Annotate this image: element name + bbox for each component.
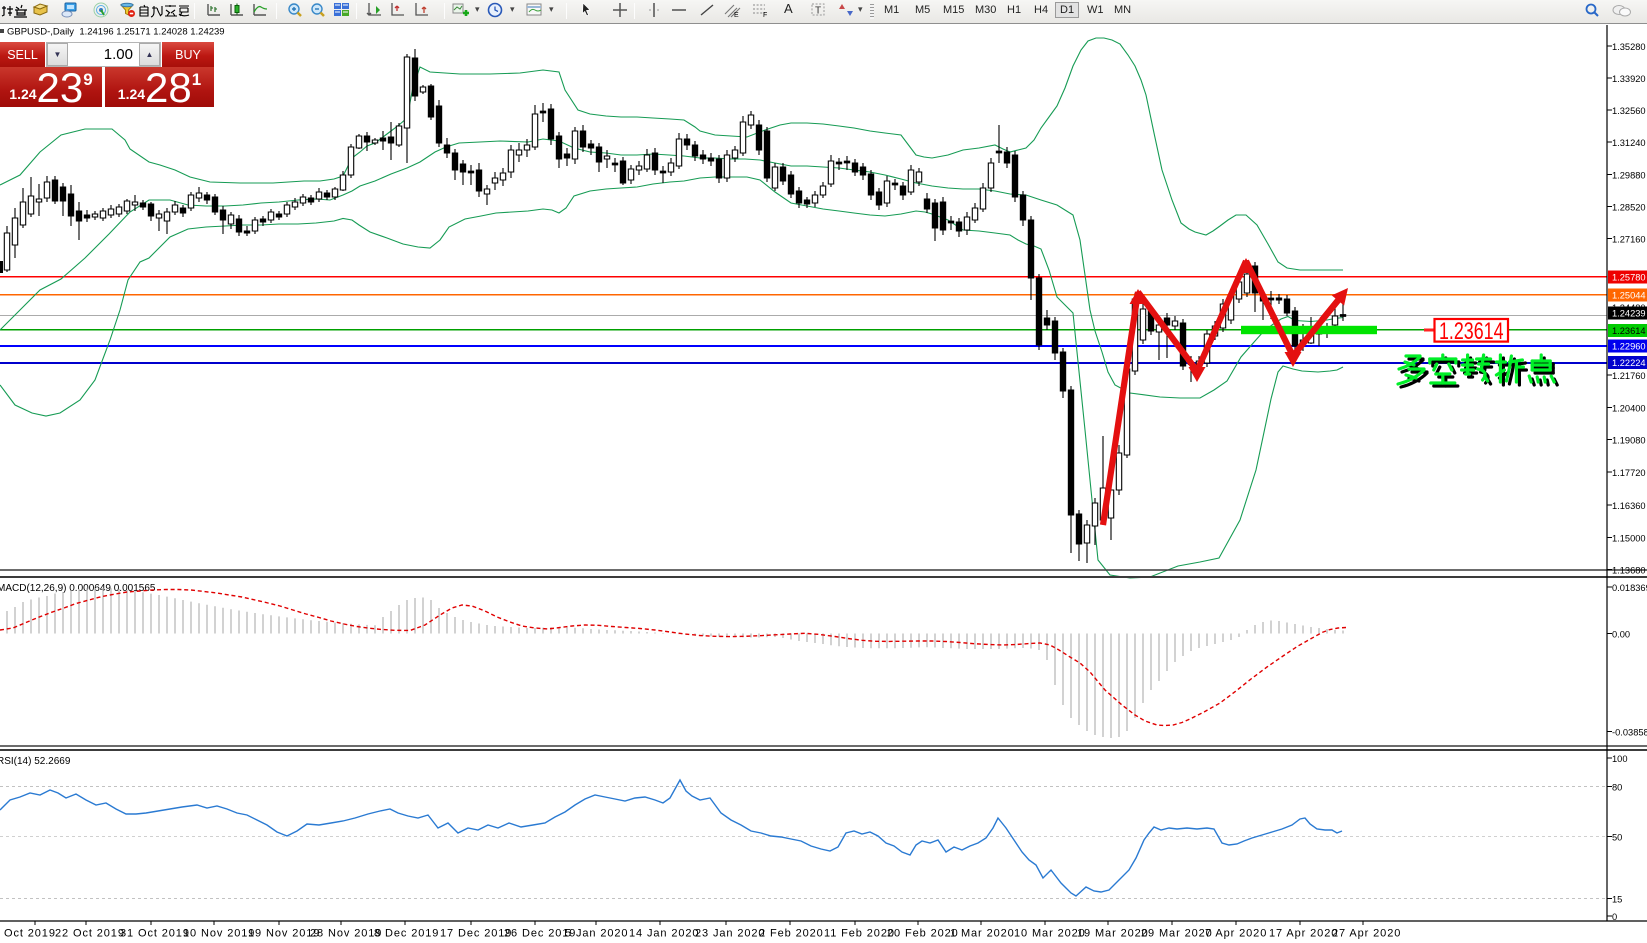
svg-text:26 Dec 2019: 26 Dec 2019 [504,928,576,940]
svg-text:F: F [763,12,767,18]
svg-text:19 Mar 2020: 19 Mar 2020 [1077,928,1149,940]
svg-text:1.20400: 1.20400 [1612,404,1646,414]
svg-text:0: 0 [1612,912,1617,922]
svg-text:1.21760: 1.21760 [1612,371,1646,381]
svg-text:23 Jan 2020: 23 Jan 2020 [695,928,765,940]
svg-text:8 Dec 2019: 8 Dec 2019 [374,928,439,940]
svg-text:100: 100 [1612,754,1628,764]
svg-text:1.27160: 1.27160 [1612,235,1646,245]
svg-text:1.15000: 1.15000 [1612,534,1646,544]
svg-text:1.25780: 1.25780 [1612,273,1646,283]
svg-text:1 Mar 2020: 1 Mar 2020 [950,928,1015,940]
svg-text:15: 15 [1612,895,1622,905]
svg-text:14 Jan 2020: 14 Jan 2020 [629,928,699,940]
svg-text:-0.038585: -0.038585 [1612,728,1647,738]
svg-text:10 Mar 2020: 10 Mar 2020 [1014,928,1086,940]
svg-text:1.25044: 1.25044 [1612,291,1646,301]
svg-text:GBPUSD-,Daily 1.24196 1.25171: GBPUSD-,Daily 1.24196 1.25171 1.24028 1.… [7,27,225,38]
svg-text:17 Dec 2019: 17 Dec 2019 [440,928,512,940]
svg-text:1.24239: 1.24239 [1612,309,1646,319]
svg-text:Oct 2019: Oct 2019 [4,928,56,940]
svg-text:1.29880: 1.29880 [1612,171,1646,181]
svg-text:5 Jan 2020: 5 Jan 2020 [565,928,628,940]
svg-text:1.33920: 1.33920 [1612,74,1646,84]
svg-text:27 Apr 2020: 27 Apr 2020 [1332,928,1401,940]
svg-text:22 Oct 2019: 22 Oct 2019 [55,928,125,940]
svg-text:1.22224: 1.22224 [1612,358,1646,368]
svg-text:17 Apr 2020: 17 Apr 2020 [1269,928,1338,940]
svg-text:20 Feb 2020: 20 Feb 2020 [887,928,959,940]
svg-text:T: T [815,6,821,17]
svg-text:1.32560: 1.32560 [1612,106,1646,116]
svg-text:11 Feb 2020: 11 Feb 2020 [824,928,895,940]
svg-text:19 Nov 2019: 19 Nov 2019 [248,928,320,940]
svg-text:7 Apr 2020: 7 Apr 2020 [1205,928,1267,940]
svg-text:1.22960: 1.22960 [1612,342,1646,352]
svg-text:50: 50 [1612,833,1622,843]
svg-text:1.28520: 1.28520 [1612,203,1646,213]
svg-text:1.23614: 1.23614 [1439,318,1504,345]
svg-text:RSI(14) 52.2669: RSI(14) 52.2669 [0,756,71,767]
svg-text:2 Feb 2020: 2 Feb 2020 [759,928,824,940]
svg-text:MACD(12,26,9) 0.000649 0.00156: MACD(12,26,9) 0.000649 0.001565 [0,583,156,594]
svg-text:1.31240: 1.31240 [1612,138,1646,148]
svg-text:1.23614: 1.23614 [1612,326,1646,336]
svg-text:E: E [734,12,739,18]
svg-text:31 Oct 2019: 31 Oct 2019 [120,928,190,940]
svg-text:1.13680: 1.13680 [1612,566,1646,576]
svg-text:10 Nov 2019: 10 Nov 2019 [183,928,255,940]
svg-text:1.16360: 1.16360 [1612,501,1646,511]
svg-text:28 Nov 2019: 28 Nov 2019 [310,928,382,940]
svg-text:80: 80 [1612,783,1622,793]
svg-text:0.018369: 0.018369 [1612,583,1647,593]
svg-text:1.19080: 1.19080 [1612,436,1646,446]
svg-text:1.35280: 1.35280 [1612,42,1646,52]
svg-text:0.00: 0.00 [1612,630,1630,640]
svg-text:29 Mar 2020: 29 Mar 2020 [1141,928,1213,940]
svg-text:1.17720: 1.17720 [1612,468,1646,478]
